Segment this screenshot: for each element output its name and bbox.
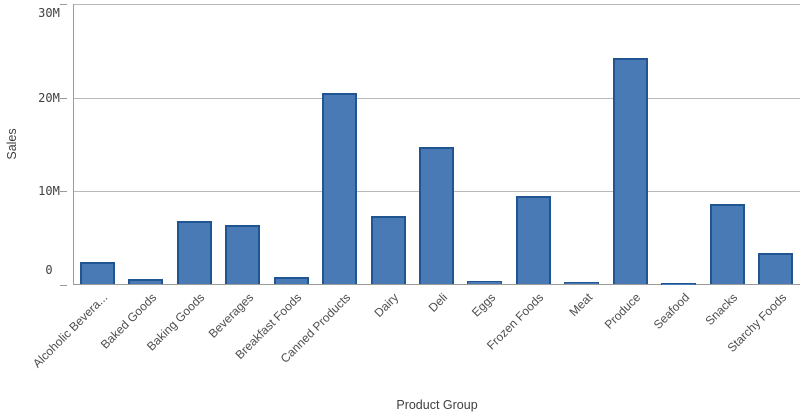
bar-starchy-foods[interactable] <box>758 252 794 285</box>
bar-beverages[interactable] <box>225 224 261 285</box>
y-tickmark-10M <box>60 191 67 192</box>
bar-snacks[interactable] <box>709 204 745 285</box>
bar-deli[interactable] <box>419 147 454 285</box>
y-tick-label-20M: 20M <box>38 90 60 105</box>
y-tick-label-10M: 10M <box>38 184 60 198</box>
bar-baking-goods[interactable] <box>176 220 212 285</box>
bar-canned-products[interactable] <box>322 92 358 285</box>
y-tickmark-30M <box>60 4 67 5</box>
y-axis-line <box>73 4 74 285</box>
bar-baked-goods[interactable] <box>128 278 164 285</box>
gridline-20M <box>73 97 800 99</box>
bar-breakfast-foods[interactable] <box>273 277 309 285</box>
bar-frozen-foods[interactable] <box>515 195 551 285</box>
gridline-30M <box>73 4 800 5</box>
bar-eggs[interactable] <box>467 281 503 285</box>
x-axis-title: Product Group <box>396 398 478 412</box>
bar-seafood[interactable] <box>661 282 697 285</box>
y-tickmark-0 <box>60 284 67 286</box>
y-tick-label-30M: 30M <box>38 6 60 20</box>
y-axis-title: Sales <box>5 128 19 160</box>
y-tickmark-20M <box>60 97 67 99</box>
bar-dairy[interactable] <box>370 216 406 285</box>
bar-alcoholic-bevera[interactable] <box>79 262 115 285</box>
bar-produce[interactable] <box>612 58 648 285</box>
bar-meat[interactable] <box>564 281 600 285</box>
x-axis-line <box>73 284 800 285</box>
y-tick-label-0: 0 <box>45 263 53 277</box>
